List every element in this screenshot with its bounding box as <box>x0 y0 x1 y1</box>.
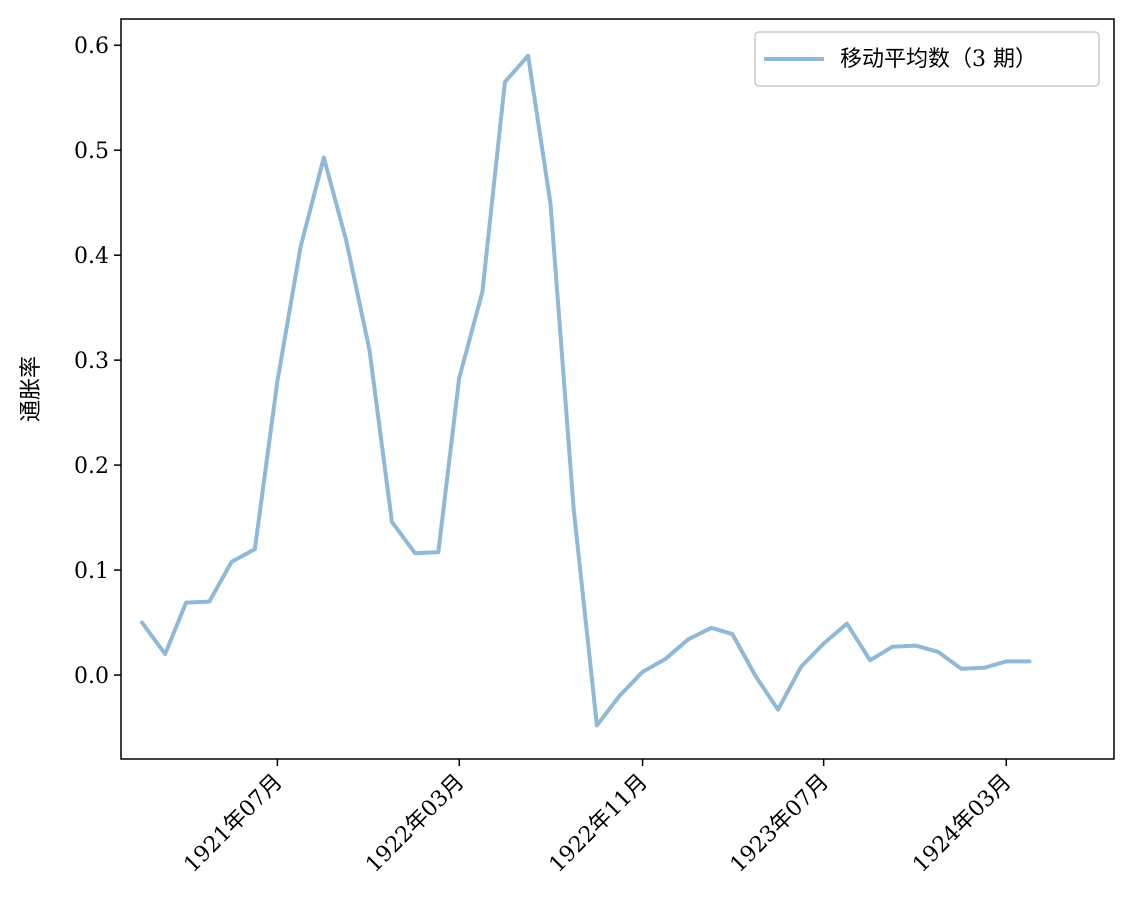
series-line-0 <box>140 53 1032 728</box>
y-tick-label: 0.6 <box>74 34 109 59</box>
y-tick-label: 0.4 <box>74 244 109 269</box>
legend-box <box>754 31 1100 87</box>
y-tick-label: 0.5 <box>74 139 109 164</box>
y-axis-title: 通胀率 <box>19 356 44 422</box>
y-tick-label: 0.1 <box>74 559 109 584</box>
legend-label: 移动平均数（3 期） <box>840 47 1037 72</box>
plot-frame <box>120 18 1115 760</box>
plot-marks <box>140 53 1032 728</box>
y-tick-label: 0.0 <box>74 664 109 689</box>
legend: 移动平均数（3 期） <box>754 31 1100 87</box>
y-axis: 0.0 0.1 0.2 0.3 0.4 0.5 0.6 <box>74 34 121 689</box>
y-tick-label: 0.3 <box>74 349 109 374</box>
y-tick-label: 0.2 <box>74 454 109 479</box>
